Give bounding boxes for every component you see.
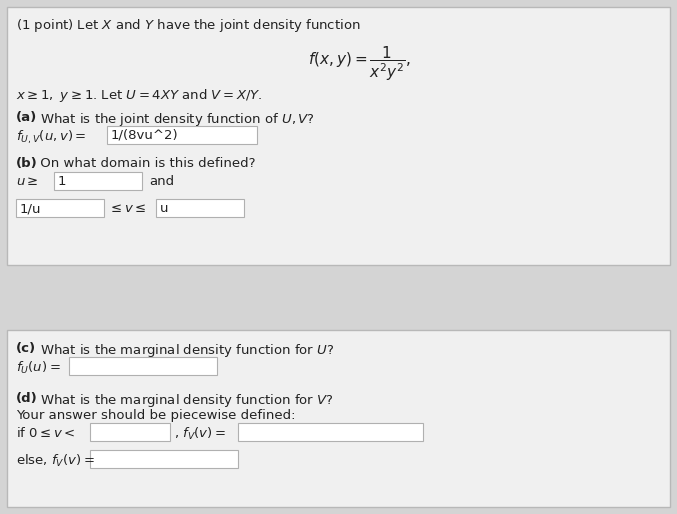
Bar — [69, 357, 217, 375]
Bar — [7, 330, 670, 507]
Text: u: u — [160, 202, 169, 215]
Text: , $f_V(v) =$: , $f_V(v) =$ — [174, 426, 226, 442]
Text: $f_{U,V}(u, v) = $: $f_{U,V}(u, v) = $ — [16, 129, 87, 146]
Text: $f(x, y) = \dfrac{1}{x^2 y^2},$: $f(x, y) = \dfrac{1}{x^2 y^2},$ — [309, 45, 412, 83]
Bar — [16, 199, 104, 217]
Text: (1 point) Let $X$ and $Y$ have the joint density function: (1 point) Let $X$ and $Y$ have the joint… — [16, 17, 361, 34]
Bar — [7, 7, 670, 265]
Text: What is the marginal density function for $V$?: What is the marginal density function fo… — [36, 392, 334, 409]
Text: $u \geq$: $u \geq$ — [16, 175, 39, 188]
Text: What is the joint density function of $U,V$?: What is the joint density function of $U… — [36, 111, 315, 128]
Text: (d): (d) — [16, 392, 38, 405]
Text: (c): (c) — [16, 342, 36, 355]
Text: if $0 \leq v <$: if $0 \leq v <$ — [16, 426, 75, 440]
Text: What is the marginal density function for $U$?: What is the marginal density function fo… — [36, 342, 334, 359]
Text: $f_U(u) = $: $f_U(u) = $ — [16, 360, 61, 376]
Text: 1: 1 — [58, 175, 66, 188]
Text: and: and — [149, 175, 174, 188]
Text: $x \geq 1,\ y \geq 1$. Let $U = 4XY$ and $V = X/Y$.: $x \geq 1,\ y \geq 1$. Let $U = 4XY$ and… — [16, 87, 263, 104]
Bar — [238, 423, 423, 441]
Text: Your answer should be piecewise defined:: Your answer should be piecewise defined: — [16, 409, 295, 422]
Text: (a): (a) — [16, 111, 37, 124]
Text: 1/u: 1/u — [20, 202, 41, 215]
Text: else, $f_V(v) =$: else, $f_V(v) =$ — [16, 453, 95, 469]
Bar — [54, 172, 142, 190]
Text: $\leq v \leq$: $\leq v \leq$ — [108, 202, 146, 215]
Bar — [90, 450, 238, 468]
Text: (b): (b) — [16, 157, 38, 170]
Bar — [156, 199, 244, 217]
Bar — [90, 423, 170, 441]
Text: On what domain is this defined?: On what domain is this defined? — [36, 157, 255, 170]
Bar — [107, 126, 257, 144]
Text: 1/(8vu^2): 1/(8vu^2) — [111, 129, 179, 142]
